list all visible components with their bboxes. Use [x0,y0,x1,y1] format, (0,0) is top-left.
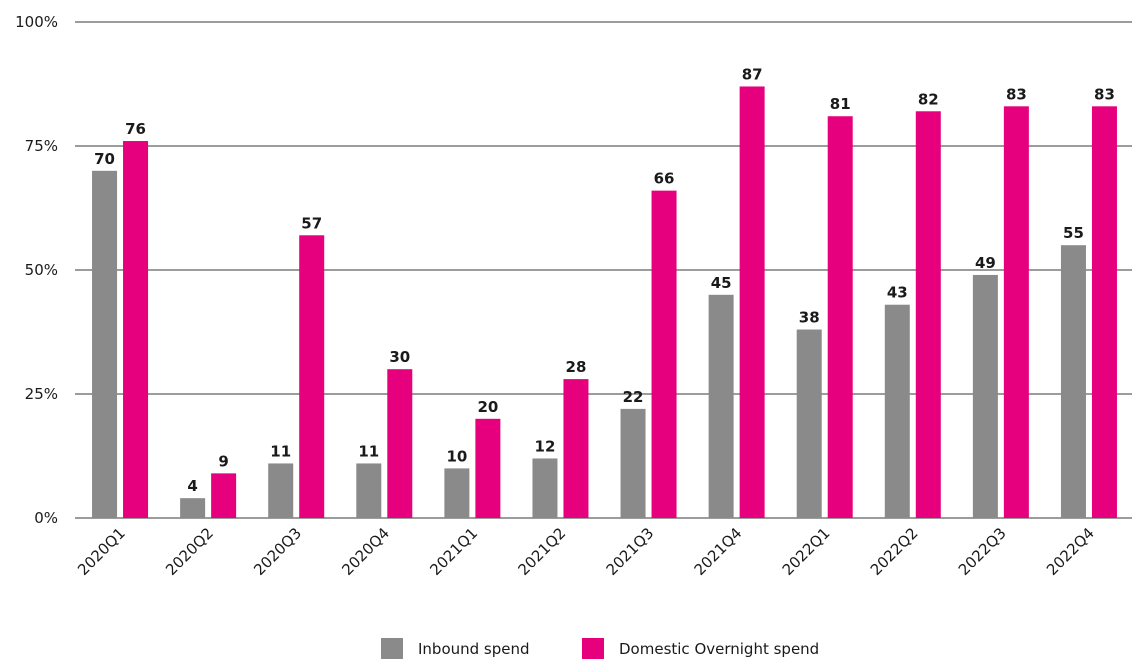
x-tick-label: 2021Q4 [691,524,746,579]
inbound-value-label: 70 [94,150,115,168]
inbound-value-label: 43 [887,284,908,302]
inbound-value-label: 22 [623,388,644,406]
domestic-value-label: 9 [218,452,228,470]
inbound-bar-2022Q1 [796,329,822,518]
inbound-bar-2021Q4 [708,294,734,518]
legend-label-inbound: Inbound spend [418,640,530,658]
domestic-value-label: 81 [830,95,851,113]
x-tick-label: 2022Q4 [1043,524,1098,579]
legend: Inbound spend Domestic Overnight spend [381,638,819,659]
domestic-bar-2020Q4 [387,369,413,518]
x-tick-label: 2021Q2 [514,524,569,579]
inbound-bar-2021Q2 [532,458,558,518]
x-tick-label: 2022Q2 [867,524,922,579]
y-axis-ticks: 0% 25% 50% 75% 100% [15,13,58,527]
domestic-bar-2022Q4 [1091,106,1117,518]
y-tick-label: 0% [34,509,58,527]
y-tick-label: 25% [25,385,58,403]
inbound-bar-2020Q1 [92,170,118,519]
inbound-bar-2022Q3 [972,274,998,518]
domestic-bar-2022Q1 [827,116,853,519]
x-axis-ticks: 2020Q1 2020Q2 2020Q3 2020Q4 2021Q1 2021Q2 2021… [74,524,1098,579]
domestic-value-label: 57 [301,214,322,232]
legend-label-domestic: Domestic Overnight spend [619,640,819,658]
domestic-bar-2021Q1 [475,418,501,518]
domestic-value-label: 82 [918,90,939,108]
domestic-bar-2021Q4 [739,86,765,518]
domestic-value-label: 66 [654,170,675,188]
inbound-bar-2020Q4 [356,463,382,518]
domestic-value-label: 28 [566,358,587,376]
inbound-bar-2021Q3 [620,408,646,518]
inbound-bar-2022Q4 [1060,245,1086,518]
inbound-bar-2021Q1 [444,468,470,518]
data-labels: 7076491157113010201228226645873881438249… [94,65,1115,495]
x-tick-label: 2021Q1 [426,524,481,579]
y-tick-label: 50% [25,261,58,279]
domestic-bar-2021Q3 [651,190,677,518]
legend-swatch-domestic [582,638,604,659]
inbound-value-label: 11 [358,442,379,460]
inbound-value-label: 4 [187,477,197,495]
x-tick-label: 2020Q4 [338,524,393,579]
x-tick-label: 2022Q1 [779,524,834,579]
inbound-value-label: 38 [799,309,820,327]
domestic-value-label: 83 [1094,85,1115,103]
inbound-value-label: 45 [711,274,732,292]
domestic-value-label: 87 [742,65,763,83]
domestic-bar-2020Q2 [211,473,237,518]
inbound-value-label: 10 [446,447,467,465]
domestic-value-label: 30 [389,348,410,366]
y-tick-label: 100% [15,13,58,31]
gridlines [75,21,1132,519]
inbound-bar-2022Q2 [884,304,910,518]
inbound-bar-2020Q2 [180,498,206,518]
domestic-bar-2022Q2 [915,111,941,518]
y-tick-label: 75% [25,137,58,155]
domestic-value-label: 76 [125,120,146,138]
x-tick-label: 2020Q3 [250,524,305,579]
inbound-value-label: 11 [270,442,291,460]
domestic-bar-2022Q3 [1003,106,1029,518]
inbound-value-label: 12 [535,437,556,455]
bars [92,86,1117,519]
domestic-bar-2020Q1 [123,141,149,519]
domestic-value-label: 83 [1006,85,1027,103]
x-tick-label: 2022Q3 [955,524,1010,579]
domestic-value-label: 20 [477,398,498,416]
domestic-bar-2020Q3 [299,235,325,518]
inbound-value-label: 55 [1063,224,1084,242]
legend-swatch-inbound [381,638,403,659]
x-tick-label: 2021Q3 [603,524,658,579]
x-tick-label: 2020Q2 [162,524,217,579]
x-tick-label: 2020Q1 [74,524,129,579]
domestic-bar-2021Q2 [563,379,589,518]
inbound-bar-2020Q3 [268,463,294,518]
inbound-value-label: 49 [975,254,996,272]
